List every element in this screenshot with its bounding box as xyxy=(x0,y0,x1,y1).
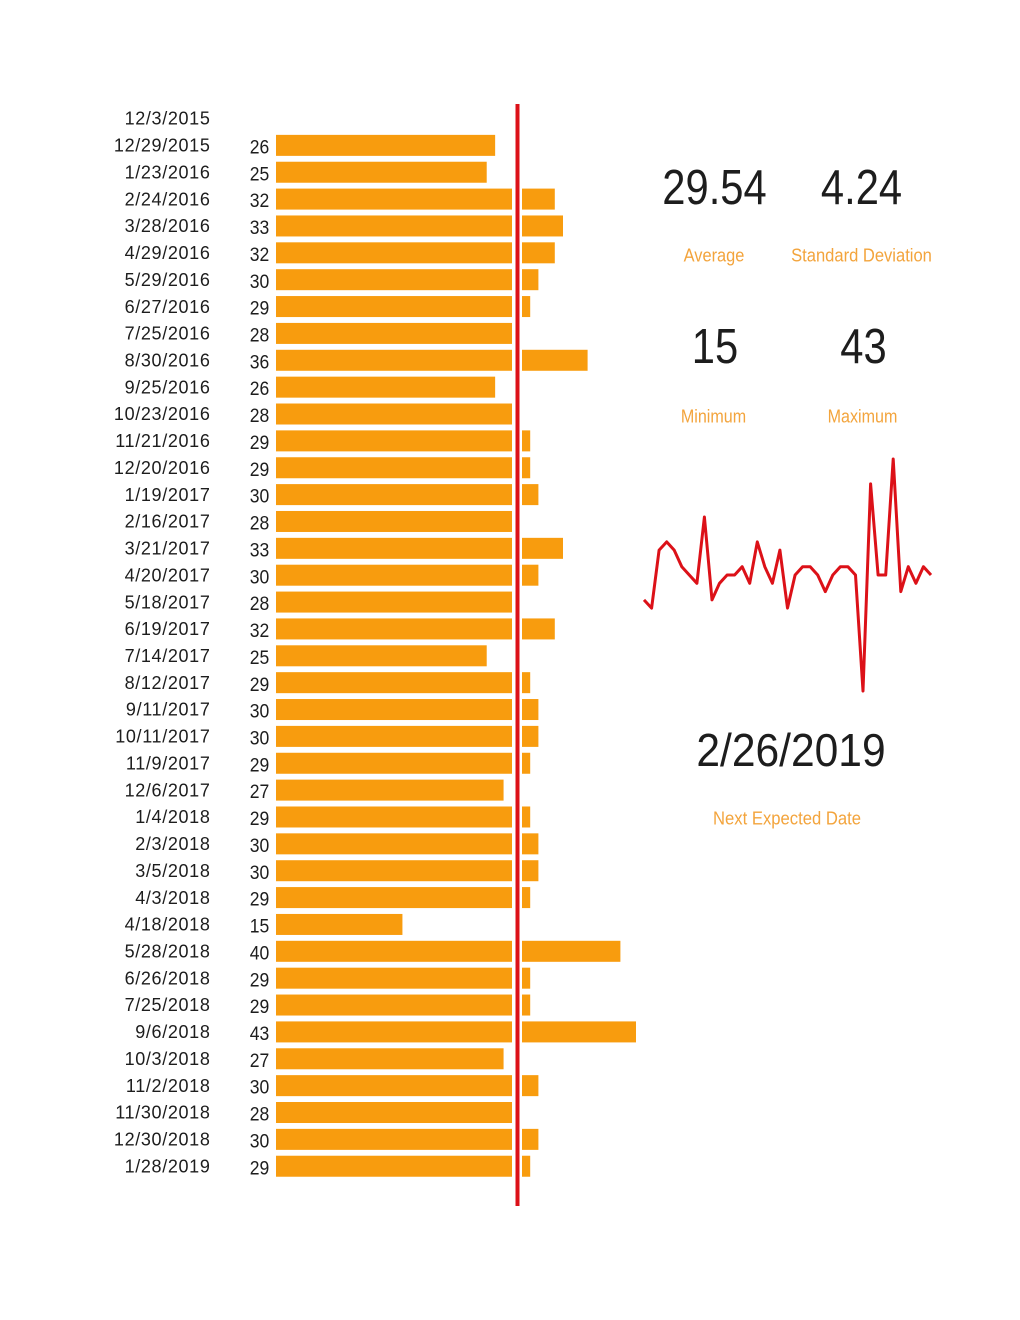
svg-text:29: 29 xyxy=(250,1156,270,1178)
svg-text:27: 27 xyxy=(250,1049,270,1071)
svg-text:9/11/2017: 9/11/2017 xyxy=(126,700,211,720)
svg-text:11/30/2018: 11/30/2018 xyxy=(115,1103,210,1123)
svg-text:29: 29 xyxy=(250,807,270,829)
svg-text:15: 15 xyxy=(692,319,738,374)
svg-text:12/3/2015: 12/3/2015 xyxy=(125,109,211,129)
svg-text:12/29/2015: 12/29/2015 xyxy=(114,136,211,156)
svg-text:27: 27 xyxy=(250,780,270,802)
svg-text:7/25/2018: 7/25/2018 xyxy=(125,995,211,1015)
svg-text:29: 29 xyxy=(250,888,270,910)
svg-text:15: 15 xyxy=(250,915,270,937)
svg-text:28: 28 xyxy=(250,1103,270,1125)
svg-text:2/16/2017: 2/16/2017 xyxy=(125,512,211,532)
svg-text:9/6/2018: 9/6/2018 xyxy=(135,1022,210,1042)
svg-text:6/19/2017: 6/19/2017 xyxy=(125,619,211,639)
svg-text:3/28/2016: 3/28/2016 xyxy=(125,216,211,236)
svg-text:33: 33 xyxy=(250,216,270,238)
svg-text:5/18/2017: 5/18/2017 xyxy=(125,592,211,612)
svg-text:30: 30 xyxy=(250,270,270,292)
svg-text:2/26/2019: 2/26/2019 xyxy=(696,726,885,777)
svg-text:2/3/2018: 2/3/2018 xyxy=(135,834,210,854)
svg-text:28: 28 xyxy=(250,404,270,426)
svg-text:30: 30 xyxy=(250,700,270,722)
svg-text:Average: Average xyxy=(684,245,745,266)
svg-text:Minimum: Minimum xyxy=(681,405,746,426)
svg-text:3/5/2018: 3/5/2018 xyxy=(135,861,210,881)
svg-text:43: 43 xyxy=(250,1022,270,1044)
svg-text:26: 26 xyxy=(250,377,270,399)
svg-text:28: 28 xyxy=(250,592,270,614)
svg-text:29: 29 xyxy=(250,431,270,453)
svg-text:4/29/2016: 4/29/2016 xyxy=(125,243,211,263)
svg-text:43: 43 xyxy=(840,319,886,374)
svg-text:26: 26 xyxy=(250,136,270,158)
svg-text:25: 25 xyxy=(250,646,270,668)
svg-text:6/27/2016: 6/27/2016 xyxy=(125,297,211,317)
svg-text:12/6/2017: 12/6/2017 xyxy=(125,780,211,800)
svg-text:36: 36 xyxy=(250,351,270,373)
svg-text:4/20/2017: 4/20/2017 xyxy=(125,565,211,585)
svg-text:1/4/2018: 1/4/2018 xyxy=(135,807,210,827)
svg-text:7/25/2016: 7/25/2016 xyxy=(125,324,211,344)
svg-text:11/2/2018: 11/2/2018 xyxy=(126,1076,211,1096)
svg-text:40: 40 xyxy=(250,942,270,964)
svg-text:1/19/2017: 1/19/2017 xyxy=(125,485,211,505)
svg-text:3/21/2017: 3/21/2017 xyxy=(125,539,211,559)
svg-text:7/14/2017: 7/14/2017 xyxy=(125,646,211,666)
svg-text:32: 32 xyxy=(250,619,270,641)
svg-text:28: 28 xyxy=(250,512,270,534)
svg-text:32: 32 xyxy=(250,189,270,211)
svg-text:5/28/2018: 5/28/2018 xyxy=(125,942,211,962)
svg-text:25: 25 xyxy=(250,162,270,184)
svg-text:29: 29 xyxy=(250,673,270,695)
svg-text:30: 30 xyxy=(250,834,270,856)
svg-text:11/21/2016: 11/21/2016 xyxy=(115,431,210,451)
svg-text:29: 29 xyxy=(250,995,270,1017)
svg-text:28: 28 xyxy=(250,324,270,346)
svg-text:30: 30 xyxy=(250,485,270,507)
svg-text:6/26/2018: 6/26/2018 xyxy=(125,968,211,988)
svg-text:30: 30 xyxy=(250,727,270,749)
svg-text:4/18/2018: 4/18/2018 xyxy=(125,915,211,935)
svg-text:12/30/2018: 12/30/2018 xyxy=(114,1130,211,1150)
svg-text:32: 32 xyxy=(250,243,270,265)
svg-text:29: 29 xyxy=(250,458,270,480)
svg-text:29: 29 xyxy=(250,968,270,990)
svg-text:10/3/2018: 10/3/2018 xyxy=(125,1049,211,1069)
svg-text:33: 33 xyxy=(250,539,270,561)
svg-text:5/29/2016: 5/29/2016 xyxy=(125,270,211,290)
svg-text:8/12/2017: 8/12/2017 xyxy=(125,673,211,693)
svg-text:Standard Deviation: Standard Deviation xyxy=(791,245,932,266)
svg-text:1/28/2019: 1/28/2019 xyxy=(125,1156,211,1176)
svg-text:Maximum: Maximum xyxy=(828,405,898,426)
svg-text:Next Expected Date: Next Expected Date xyxy=(713,807,861,828)
svg-text:29.54: 29.54 xyxy=(662,160,766,215)
svg-text:4.24: 4.24 xyxy=(821,160,902,215)
svg-text:2/24/2016: 2/24/2016 xyxy=(125,189,211,209)
svg-text:10/23/2016: 10/23/2016 xyxy=(114,404,211,424)
svg-text:10/11/2017: 10/11/2017 xyxy=(115,727,210,747)
svg-text:4/3/2018: 4/3/2018 xyxy=(135,888,210,908)
svg-text:30: 30 xyxy=(250,1076,270,1098)
svg-text:30: 30 xyxy=(250,1130,270,1152)
svg-text:1/23/2016: 1/23/2016 xyxy=(125,162,211,182)
svg-text:30: 30 xyxy=(250,565,270,587)
svg-text:11/9/2017: 11/9/2017 xyxy=(126,754,211,774)
svg-text:30: 30 xyxy=(250,861,270,883)
svg-text:9/25/2016: 9/25/2016 xyxy=(125,377,211,397)
svg-text:8/30/2016: 8/30/2016 xyxy=(125,351,211,371)
svg-text:29: 29 xyxy=(250,297,270,319)
svg-text:12/20/2016: 12/20/2016 xyxy=(114,458,211,478)
svg-text:29: 29 xyxy=(250,754,270,776)
